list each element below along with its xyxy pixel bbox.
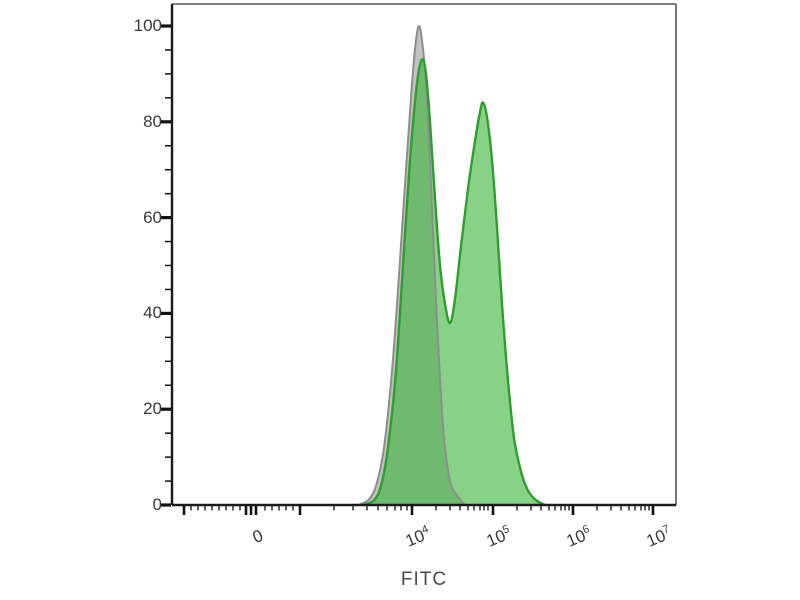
y-tick-label-80: 80 xyxy=(143,111,162,131)
histogram-outline-sample xyxy=(363,58,546,507)
y-tick-label-20: 20 xyxy=(143,399,162,419)
y-tick-label-0: 0 xyxy=(152,495,162,514)
axis-ticks xyxy=(161,24,655,515)
y-tick-label-40: 40 xyxy=(143,303,162,323)
x-tick-label-base: 0 xyxy=(249,525,266,548)
histogram-fill-sample xyxy=(364,59,545,505)
y-tick-label-100: 100 xyxy=(133,16,162,35)
plot-border xyxy=(170,3,677,507)
x-axis-title: FITC xyxy=(400,569,448,590)
histogram-outline-control xyxy=(357,25,466,506)
histogram-outlines xyxy=(357,25,546,507)
y-tick-label-60: 60 xyxy=(143,207,162,227)
